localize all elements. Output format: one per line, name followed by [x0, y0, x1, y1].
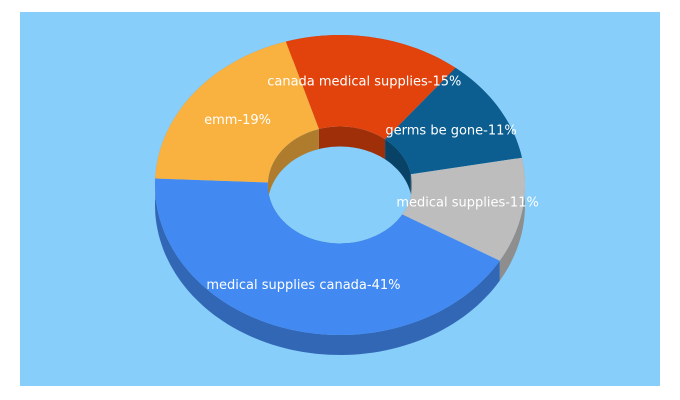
slice-inner-wall: [267, 129, 319, 203]
data-label: medical supplies canada-41%: [206, 278, 400, 293]
slice: [155, 178, 500, 335]
data-label: medical supplies-11%: [396, 196, 538, 211]
slice: [285, 35, 456, 140]
slice: [402, 157, 525, 261]
slice-inner-wall: [318, 126, 386, 160]
data-label: germs be gone-11%: [385, 124, 516, 139]
data-label: canada medical supplies-15%: [267, 74, 461, 89]
data-label: emm-19%: [204, 113, 271, 128]
slice: [385, 67, 522, 175]
slice-inner-wall: [385, 139, 411, 195]
slice: [155, 41, 319, 183]
